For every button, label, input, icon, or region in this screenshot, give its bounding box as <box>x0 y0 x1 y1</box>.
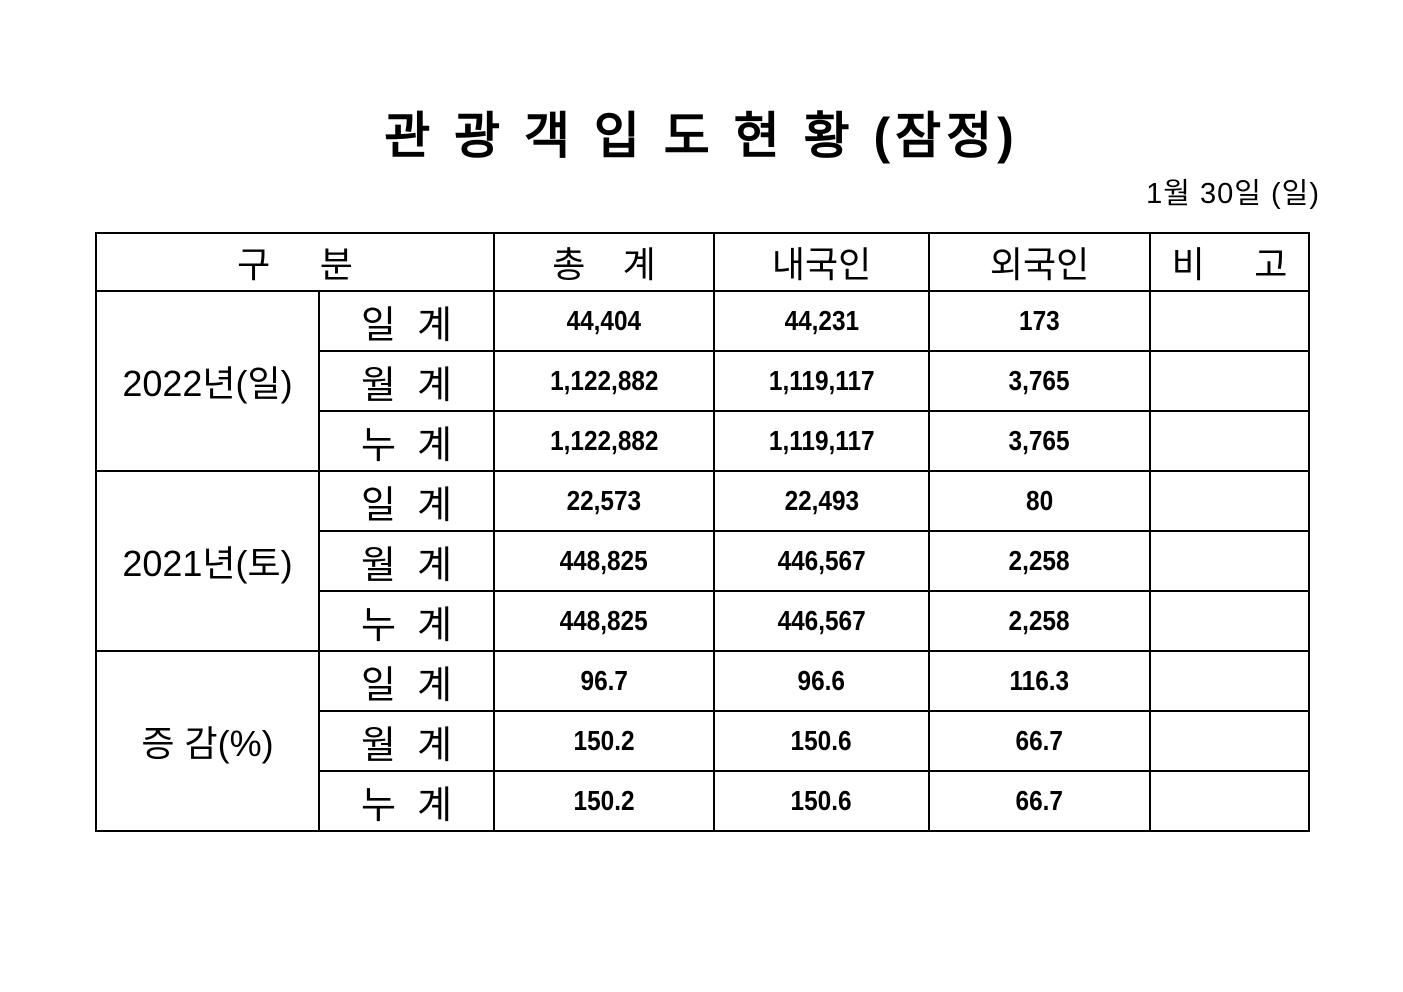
cell-total: 1,122,882 <box>493 350 716 412</box>
cell-period: 월 계 <box>317 710 496 772</box>
cell-value: 116.3 <box>1009 665 1070 696</box>
cell-value: 1,122,882 <box>549 365 659 396</box>
cell-foreign: 173 <box>928 290 1152 352</box>
cell-value: 1,119,117 <box>768 365 875 396</box>
cell-total: 448,825 <box>493 530 716 592</box>
table-row: 누 계 1,122,882 1,119,117 3,765 <box>96 410 1311 472</box>
cell-period: 월 계 <box>317 530 496 592</box>
table-row: 월 계 150.2 150.6 66.7 <box>96 710 1311 772</box>
cell-value: 96.7 <box>580 665 628 696</box>
cell-period: 일 계 <box>317 290 496 352</box>
cell-value: 80 <box>1025 485 1054 516</box>
cell-period: 일 계 <box>317 650 496 712</box>
cell-domestic: 44,231 <box>713 290 931 352</box>
cell-total: 96.7 <box>493 650 716 712</box>
cell-period: 월 계 <box>317 350 496 412</box>
cell-note <box>1149 650 1311 712</box>
cell-value: 44,404 <box>566 305 642 336</box>
cell-foreign: 2,258 <box>928 590 1152 652</box>
cell-note <box>1149 290 1311 352</box>
group-label-change: 증 감(%) <box>95 650 320 832</box>
cell-period: 누 계 <box>317 590 496 652</box>
cell-domestic: 1,119,117 <box>713 410 931 472</box>
cell-total: 150.2 <box>493 770 716 832</box>
cell-total: 448,825 <box>493 590 716 652</box>
cell-note <box>1149 350 1311 412</box>
cell-value: 96.6 <box>797 665 846 696</box>
cell-value: 446,567 <box>777 605 866 636</box>
cell-domestic: 1,119,117 <box>713 350 931 412</box>
cell-value: 2,258 <box>1009 545 1070 576</box>
table-row: 월 계 448,825 446,567 2,258 <box>96 530 1311 592</box>
cell-value: 2,258 <box>1009 605 1070 636</box>
cell-value: 3,765 <box>1009 425 1070 456</box>
cell-value: 66.7 <box>1015 785 1064 816</box>
group-label-2021: 2021년(토) <box>95 470 320 652</box>
cell-total: 1,122,882 <box>493 410 716 472</box>
cell-period: 누 계 <box>317 770 496 832</box>
cell-foreign: 66.7 <box>928 710 1152 772</box>
cell-note <box>1149 530 1311 592</box>
cell-domestic: 96.6 <box>713 650 931 712</box>
cell-note <box>1149 590 1311 652</box>
cell-note <box>1149 710 1311 772</box>
cell-value: 150.6 <box>791 725 852 756</box>
cell-value: 448,825 <box>559 605 649 636</box>
header-foreign: 외국인 <box>928 232 1152 292</box>
cell-value: 446,567 <box>777 545 866 576</box>
cell-domestic: 150.6 <box>713 770 931 832</box>
header-domestic: 내국인 <box>713 232 931 292</box>
cell-note <box>1149 410 1311 472</box>
cell-domestic: 22,493 <box>713 470 931 532</box>
cell-foreign: 3,765 <box>928 350 1152 412</box>
cell-value: 150.2 <box>573 725 635 756</box>
cell-period: 누 계 <box>317 410 496 472</box>
cell-total: 150.2 <box>493 710 716 772</box>
cell-note <box>1149 770 1311 832</box>
cell-value: 1,122,882 <box>549 425 659 456</box>
page-title: 관 광 객 입 도 현 황 (잠정) <box>384 108 1019 164</box>
cell-foreign: 66.7 <box>928 770 1152 832</box>
cell-value: 448,825 <box>559 545 649 576</box>
cell-value: 44,231 <box>784 305 859 336</box>
table-row: 증 감(%) 일 계 96.7 96.6 116.3 <box>95 650 1311 832</box>
table-row: 2022년(일) 일 계 44,404 44,231 173 <box>95 290 1311 472</box>
cell-domestic: 150.6 <box>713 710 931 772</box>
cell-foreign: 80 <box>928 470 1152 532</box>
cell-foreign: 3,765 <box>928 410 1152 472</box>
header-note: 비 고 <box>1149 232 1311 292</box>
table-row: 월 계 1,122,882 1,119,117 3,765 <box>96 350 1311 412</box>
cell-value: 150.2 <box>573 785 635 816</box>
tourist-arrivals-table: 구 분 총 계 내국인 외국인 비 고 2022년(일) 일 계 44,404 … <box>94 232 1311 832</box>
cell-value: 3,765 <box>1009 365 1070 396</box>
cell-value: 1,119,117 <box>768 425 875 456</box>
cell-value: 22,493 <box>784 485 859 516</box>
header-gubun: 구 분 <box>94 232 496 292</box>
table-row: 누 계 448,825 446,567 2,258 <box>96 590 1311 652</box>
cell-note <box>1149 470 1311 532</box>
cell-domestic: 446,567 <box>713 530 931 592</box>
cell-total: 44,404 <box>493 290 716 352</box>
table-row: 2021년(토) 일 계 22,573 22,493 80 <box>95 470 1311 652</box>
table-header-row: 구 분 총 계 내국인 외국인 비 고 <box>94 232 1311 292</box>
cell-value: 150.6 <box>791 785 852 816</box>
cell-foreign: 116.3 <box>928 650 1152 712</box>
cell-domestic: 446,567 <box>713 590 931 652</box>
cell-value: 22,573 <box>566 485 642 516</box>
cell-total: 22,573 <box>493 470 716 532</box>
cell-period: 일 계 <box>317 470 496 532</box>
report-date: 1월 30일 (일) <box>1146 178 1320 210</box>
cell-foreign: 2,258 <box>928 530 1152 592</box>
header-total: 총 계 <box>493 232 716 292</box>
table-row: 누 계 150.2 150.6 66.7 <box>96 770 1311 832</box>
cell-value: 66.7 <box>1015 725 1064 756</box>
cell-value: 173 <box>1019 305 1060 336</box>
group-label-2022: 2022년(일) <box>95 290 320 472</box>
